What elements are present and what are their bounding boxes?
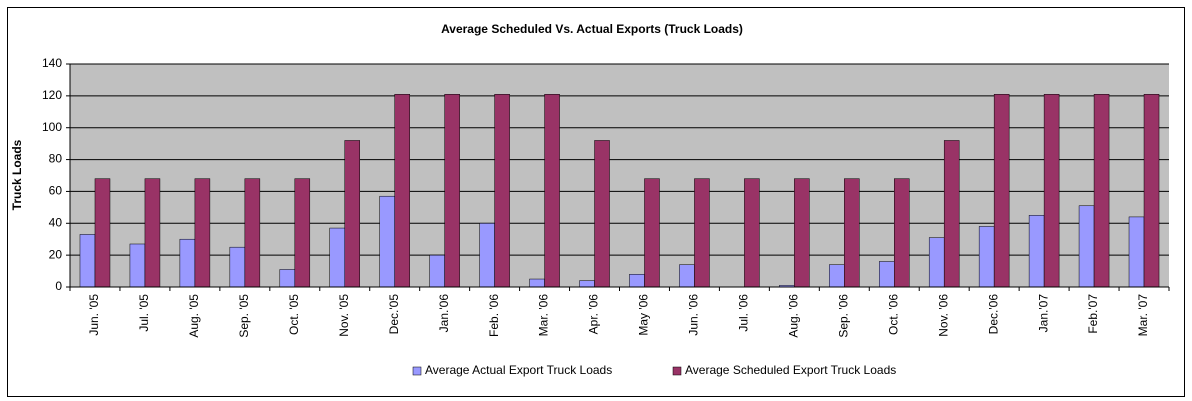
y-tick-label: 20 [49, 247, 63, 261]
bar [644, 178, 660, 288]
bar [444, 94, 460, 288]
bar [394, 94, 410, 288]
bar [1143, 94, 1160, 288]
bar [494, 94, 510, 288]
bar [943, 140, 960, 288]
bar [279, 269, 296, 288]
y-tick-label: 80 [49, 152, 63, 166]
bar [844, 178, 860, 288]
x-tick-label: Aug. '05 [187, 294, 201, 338]
legend-label: Average Scheduled Export Truck Loads [685, 363, 896, 377]
bar [1078, 205, 1095, 288]
bar [879, 261, 895, 288]
y-tick-label: 40 [49, 215, 63, 229]
bar [1043, 94, 1060, 288]
bar [529, 278, 545, 288]
y-tick-label: 140 [42, 56, 62, 70]
bar [1028, 215, 1045, 288]
x-tick-label: Apr. '06 [587, 294, 601, 335]
x-tick-label: Feb. '06 [487, 294, 501, 337]
x-tick-label: Sep. '06 [836, 294, 850, 338]
bar [594, 140, 610, 288]
y-tick-label: 60 [49, 184, 63, 198]
legend-swatch [412, 366, 422, 376]
x-tick-label: Jan.'07 [1036, 294, 1050, 333]
legend-swatch [672, 366, 682, 376]
bar [129, 243, 146, 288]
bar [194, 178, 211, 288]
bar [429, 254, 445, 288]
x-tick-label: Jun. '05 [87, 294, 101, 336]
x-tick-label: Jun. '06 [687, 294, 701, 336]
bar [993, 94, 1010, 288]
x-tick-label: Feb.'07 [1086, 294, 1100, 334]
bar [794, 178, 810, 288]
bar [294, 178, 311, 288]
x-tick-label: Oct. '06 [886, 294, 900, 335]
x-tick-label: Nov. '06 [936, 294, 950, 337]
legend-label: Average Actual Export Truck Loads [425, 363, 612, 377]
chart-title: Average Scheduled Vs. Actual Exports (Tr… [441, 22, 743, 36]
y-tick-label: 100 [42, 120, 62, 134]
x-tick-label: May '06 [637, 294, 651, 336]
y-tick-label: 120 [42, 88, 62, 102]
bar [144, 178, 161, 288]
x-tick-label: Dec.'06 [986, 294, 1000, 335]
bar [329, 227, 345, 288]
y-tick-label: 0 [55, 279, 62, 293]
y-axis-label: Truck Loads [10, 139, 24, 210]
bar [179, 238, 196, 288]
x-tick-label: Mar. '07 [1136, 294, 1150, 337]
bar [1128, 216, 1145, 288]
bar [694, 178, 710, 288]
bar [629, 274, 645, 288]
x-tick-label: Jul. '05 [137, 294, 151, 332]
bar [829, 264, 845, 288]
x-tick-label: Oct. '05 [287, 294, 301, 335]
bar [978, 226, 995, 288]
bar [679, 264, 695, 288]
bar [479, 223, 495, 288]
bar [344, 140, 360, 288]
x-tick-label: Dec.'05 [387, 294, 401, 335]
bar [1093, 94, 1110, 288]
bar [544, 94, 560, 288]
bar [579, 280, 595, 288]
x-tick-label: Nov. '05 [337, 294, 351, 337]
bar [894, 178, 910, 288]
x-tick-label: Sep. '05 [237, 294, 251, 338]
x-tick-label: Jan.'06 [437, 294, 451, 333]
bar [94, 178, 111, 288]
bar [928, 237, 945, 288]
bar [79, 234, 96, 288]
bar [229, 246, 246, 288]
bar [379, 195, 395, 288]
x-tick-label: Jul. '06 [737, 294, 751, 332]
x-tick-label: Aug. '06 [787, 294, 801, 338]
bar [744, 178, 760, 288]
bar [244, 178, 261, 288]
x-tick-label: Mar. '06 [537, 294, 551, 337]
